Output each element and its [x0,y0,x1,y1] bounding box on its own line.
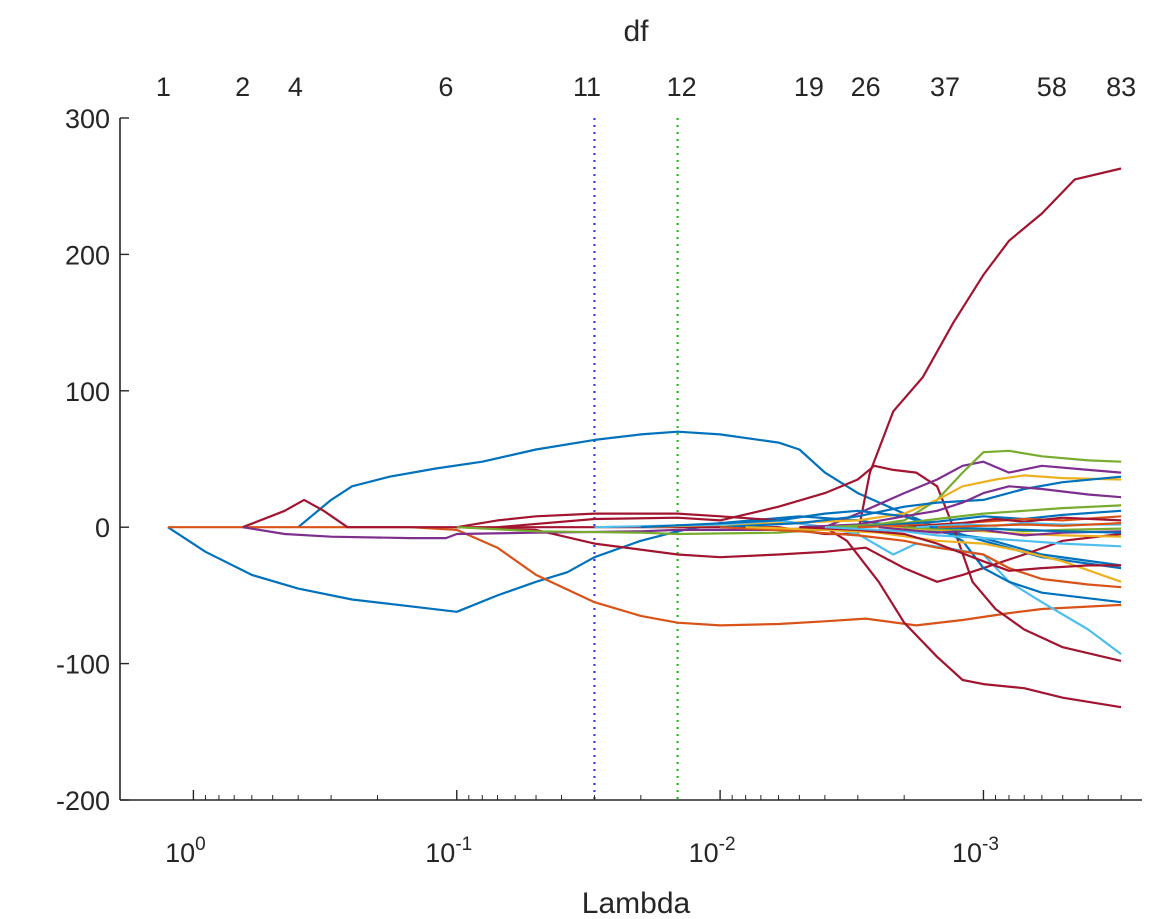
series-line-4 [242,167,1122,536]
df-tick-label: 2 [235,72,250,102]
reference-lines [593,118,679,800]
df-tick-label: 26 [851,72,881,102]
series-line-3 [167,526,1122,627]
y-tick-label: 300 [65,104,110,134]
series-line-20 [857,509,1122,529]
y-tick-label: 0 [95,513,110,543]
top-axis-title: df [623,15,649,48]
y-tick-label: 200 [65,240,110,270]
df-tick-label: 12 [667,72,697,102]
x-axis-title: Lambda [582,887,691,919]
series-line-17 [799,526,1122,572]
series-lines [167,167,1122,709]
series-line-19 [824,526,1122,548]
df-tick-label: 4 [288,72,303,102]
y-tick-label: -100 [56,650,110,680]
series-line-11 [594,519,1122,655]
series-line-27 [929,526,1122,534]
series-line-9 [456,449,1122,536]
x-tick-label: 100 [165,834,206,868]
df-tick-label: 6 [438,72,453,102]
df-tick-label: 19 [794,72,824,102]
x-tick-label: 10-1 [425,834,472,868]
series-line-7 [497,464,1122,662]
df-tick-label: 11 [573,72,601,102]
series-line-28 [937,522,1122,529]
series-line-5 [456,526,1122,583]
series-line-13 [720,475,1122,529]
series-line-16 [799,485,1122,529]
x-tick-label: 10-2 [689,834,736,868]
series-line-14 [720,526,1122,589]
df-tick-label: 1 [156,72,171,102]
y-tick-label: -200 [56,786,110,816]
series-line-15 [745,526,1122,583]
df-tick-label: 37 [930,72,960,102]
df-tick-label: 58 [1037,72,1067,102]
y-tick-label: 100 [65,377,110,407]
df-tick-label: 83 [1106,72,1136,102]
series-line-24 [904,516,1122,529]
x-tick-label: 10-3 [952,834,999,868]
series-line-6 [456,512,1122,709]
